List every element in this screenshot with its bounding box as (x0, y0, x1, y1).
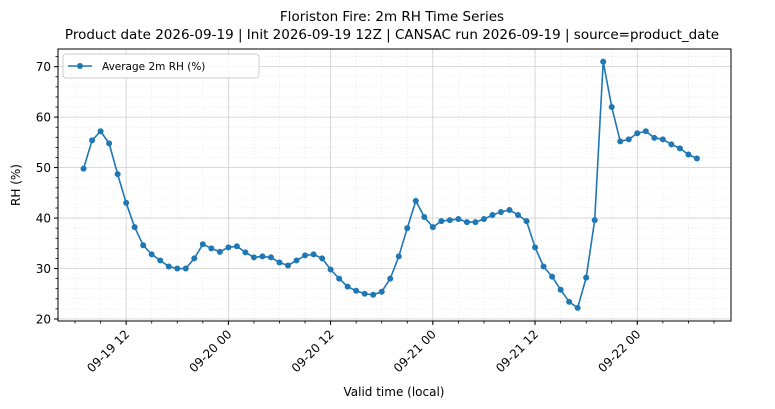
data-point (327, 266, 334, 273)
data-point (506, 206, 513, 213)
data-point (89, 137, 96, 144)
data-point (693, 155, 700, 162)
data-point (336, 275, 343, 282)
legend-marker-swatch (77, 63, 83, 69)
data-point (114, 171, 121, 178)
data-point (344, 283, 351, 290)
data-point (429, 224, 436, 231)
data-point (123, 199, 130, 206)
x-tick-label: 09-20 00 (186, 327, 234, 375)
x-tick-label: 09-20 12 (289, 327, 337, 375)
data-point (225, 244, 232, 251)
data-point (310, 251, 317, 258)
data-point (412, 197, 419, 204)
x-tick-label: 09-21 12 (493, 327, 541, 375)
data-point (165, 263, 172, 270)
y-tick-label: 70 (36, 60, 51, 74)
data-point (250, 254, 257, 261)
data-point (208, 245, 215, 252)
legend-box (62, 53, 260, 79)
data-point (540, 263, 547, 270)
data-point (199, 241, 206, 248)
data-point (668, 141, 675, 148)
data-point (438, 218, 445, 225)
data-point (148, 251, 155, 258)
chart-title: Floriston Fire: 2m RH Time Series (280, 9, 504, 25)
data-point (395, 253, 402, 260)
data-point (267, 254, 274, 261)
data-point (574, 304, 581, 311)
y-tick-label: 20 (36, 312, 51, 326)
data-point (634, 130, 641, 137)
chart-subtitle: Product date 2026-09-19 | Init 2026-09-1… (65, 27, 719, 43)
x-axis-label: Valid time (local) (344, 385, 445, 399)
data-point (515, 212, 522, 219)
data-point (549, 273, 556, 280)
data-point (600, 58, 607, 65)
data-point (157, 257, 164, 264)
data-point (532, 244, 539, 251)
data-point (259, 253, 266, 260)
data-point (140, 242, 147, 249)
y-tick-label: 50 (36, 161, 51, 175)
data-point (276, 259, 283, 266)
data-point (302, 252, 309, 259)
y-tick-label: 30 (36, 262, 51, 276)
data-point (97, 128, 104, 135)
data-point (523, 218, 530, 225)
data-point (583, 274, 590, 281)
data-point (191, 255, 198, 262)
data-point (387, 275, 394, 282)
data-point (353, 287, 360, 294)
data-point (421, 214, 428, 221)
y-tick-label: 60 (36, 111, 51, 125)
data-point (685, 151, 692, 158)
data-point (608, 104, 615, 111)
data-point (489, 212, 496, 219)
data-point (361, 290, 368, 297)
plot-area-frame (57, 48, 732, 322)
data-point (472, 219, 479, 226)
data-point (233, 243, 240, 250)
data-point (293, 257, 300, 264)
x-tick-label: 09-19 12 (84, 327, 132, 375)
data-point (659, 136, 666, 143)
data-point (455, 216, 462, 223)
data-point (651, 134, 658, 141)
data-point (642, 128, 649, 135)
y-axis-label: RH (%) (9, 164, 23, 206)
data-point (216, 248, 223, 255)
data-point (106, 140, 113, 147)
data-point (497, 209, 504, 215)
data-point (480, 216, 487, 223)
data-point (617, 138, 624, 145)
legend-label: Average 2m RH (%) (102, 61, 205, 73)
series-layer (80, 58, 700, 311)
x-tick-label: 09-21 00 (391, 327, 439, 375)
data-point (370, 291, 377, 298)
y-tick-label: 40 (36, 212, 51, 226)
x-tick-label: 09-22 00 (595, 327, 643, 375)
data-point (182, 265, 189, 272)
data-point (285, 262, 292, 269)
data-point (174, 265, 181, 272)
data-point (131, 224, 138, 231)
data-point (80, 165, 87, 172)
data-point (566, 298, 573, 305)
grid-lines (58, 49, 731, 321)
legend: Average 2m RH (%) (62, 53, 260, 79)
data-point (463, 219, 470, 226)
data-point (676, 145, 683, 152)
data-point (625, 136, 632, 143)
data-point (319, 255, 326, 262)
data-point (404, 225, 411, 232)
data-point (557, 286, 564, 293)
data-point (378, 288, 385, 295)
data-point (446, 217, 453, 224)
data-point (591, 217, 598, 224)
data-point (242, 249, 249, 256)
